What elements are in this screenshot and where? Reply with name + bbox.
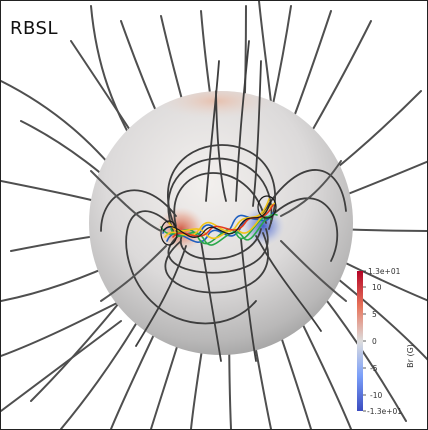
colorbar: 1.3e+01 10 5 0 -5 -10 -1.3e+01 Br (G) xyxy=(357,267,415,416)
foreground-field-lines xyxy=(90,160,347,302)
solar-sphere xyxy=(89,91,353,355)
colorbar-tick-5: 5 xyxy=(372,310,377,319)
colorbar-tick-0: 0 xyxy=(372,337,377,346)
colorbar-tick-max: 1.3e+01 xyxy=(368,267,401,276)
flux-rope xyxy=(160,195,278,246)
view-label: RBSL xyxy=(10,18,58,39)
coronal-loops xyxy=(100,40,347,362)
colorbar-tick-10: 10 xyxy=(372,283,382,292)
colorbar-tick-neg5: -5 xyxy=(370,364,378,373)
colorbar-tick-neg10: -10 xyxy=(370,391,382,400)
colorbar-tick-min: -1.3e+01 xyxy=(367,407,402,416)
colorbar-scale xyxy=(357,271,363,411)
colorbar-title: Br (G) xyxy=(406,344,415,368)
